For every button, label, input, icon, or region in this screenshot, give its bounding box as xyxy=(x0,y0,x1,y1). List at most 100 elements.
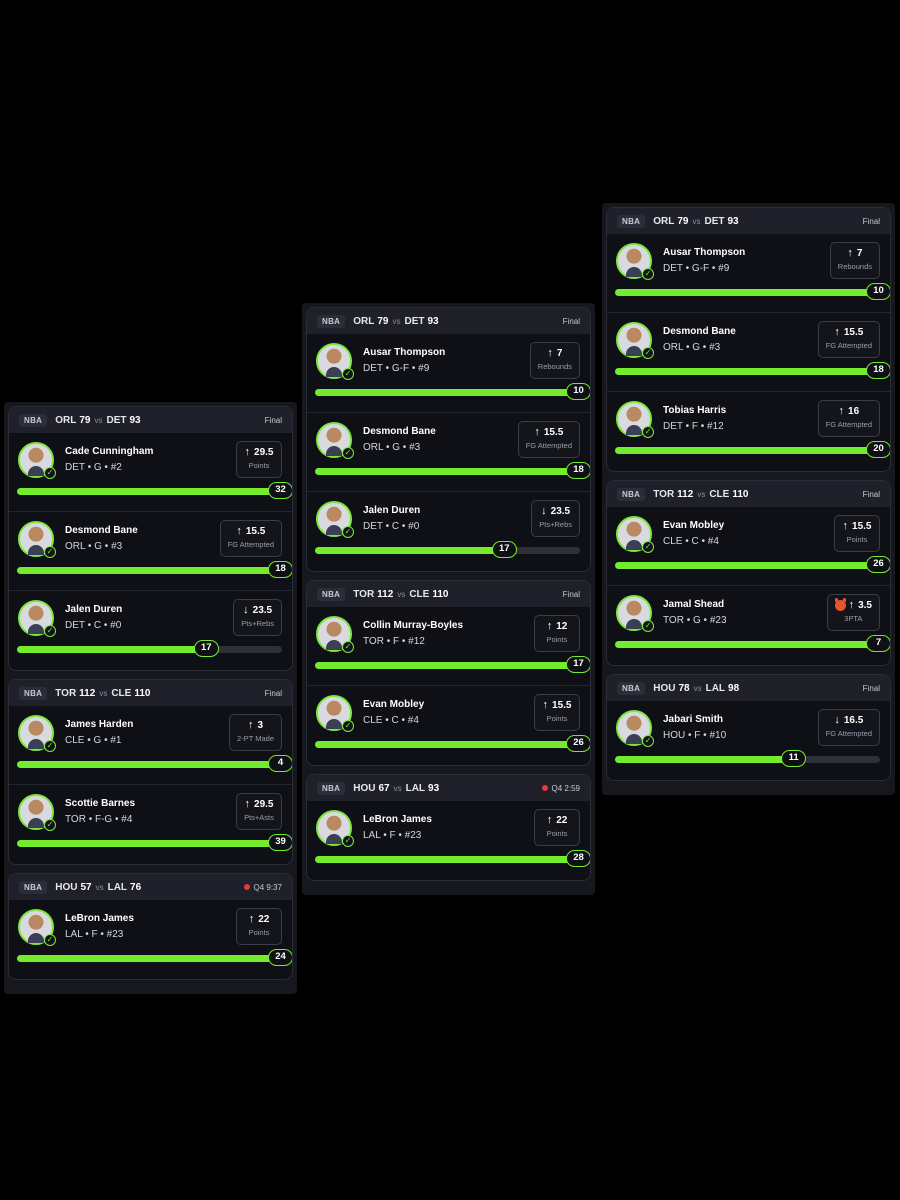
pick-row[interactable]: ✓ Desmond Bane ORL • G • #3 ↑ 15.5 FG Attempt… xyxy=(607,313,890,392)
pick-row[interactable]: ✓ Collin Murray-Boyles TOR • F • #12 ↑ 12 Poi… xyxy=(307,607,590,686)
line-box[interactable]: ↑ 15.5 FG Attempted xyxy=(817,321,880,358)
up-arrow-icon: ↑ xyxy=(546,620,553,632)
player-name: LeBron James xyxy=(363,814,432,825)
line-box[interactable]: ↑ 3.5 3PTA xyxy=(826,594,880,631)
game-card[interactable]: NBA TOR 112 vs CLE 110 Final ✓ Collin Murray-Boy… xyxy=(306,580,591,766)
pick-row[interactable]: ✓ Ausar Thompson DET • G-F • #9 ↑ 7 Rebounds 1… xyxy=(307,334,590,413)
line-box[interactable]: ↑ 22 Points xyxy=(236,908,282,945)
player-info: DET • G-F • #9 xyxy=(663,263,730,274)
game-card[interactable]: NBA HOU 78 vs LAL 98 Final ✓ Jabari Smith HOU • F… xyxy=(606,674,891,781)
game-header: NBA ORL 79 vs DET 93 Final xyxy=(607,208,890,234)
line-box[interactable]: ↑ 3 2-PT Made xyxy=(229,714,282,751)
game-card[interactable]: NBA HOU 67 vs LAL 93 Q4 2:59 ✓ LeBron James LAL •… xyxy=(306,774,591,881)
game-card[interactable]: NBA ORL 79 vs DET 93 Final ✓ Ausar Thompson DET •… xyxy=(606,207,891,472)
game-card[interactable]: NBA HOU 57 vs LAL 76 Q4 9:37 ✓ LeBron James LAL •… xyxy=(8,873,293,980)
line-box[interactable]: ↑ 7 Rebounds xyxy=(529,342,580,379)
game-card[interactable]: NBA ORL 79 vs DET 93 Final ✓ Ausar Thompson DET •… xyxy=(306,307,591,572)
away-score: 79 xyxy=(79,414,91,426)
progress-fill xyxy=(17,955,282,962)
home-score: 93 xyxy=(727,215,739,227)
away-team: ORL xyxy=(653,215,675,227)
game-header: NBA TOR 112 vs CLE 110 Final xyxy=(607,481,890,507)
pick-row[interactable]: ✓ Jalen Duren DET • C • #0 ↓ 23.5 Pts+Rebs 17 xyxy=(9,591,292,670)
pick-row[interactable]: ✓ Jabari Smith HOU • F • #10 ↓ 16.5 FG Attemp… xyxy=(607,701,890,780)
game-card[interactable]: NBA TOR 112 vs CLE 110 Final ✓ James Harden CLE •… xyxy=(8,679,293,865)
progress-fill xyxy=(615,562,880,569)
player-silhouette xyxy=(326,367,342,377)
line-box[interactable]: ↑ 7 Rebounds xyxy=(829,242,880,279)
line-box[interactable]: ↓ 16.5 FG Attempted xyxy=(817,709,880,746)
line-box[interactable]: ↓ 23.5 Pts+Rebs xyxy=(531,500,580,537)
vs-label: vs xyxy=(392,316,401,326)
pick-row[interactable]: ✓ Evan Mobley CLE • C • #4 ↑ 15.5 Points 26 xyxy=(307,686,590,765)
line-box[interactable]: ↑ 29.5 Points xyxy=(236,441,282,478)
player-name: Desmond Bane xyxy=(363,426,436,437)
vs-label: vs xyxy=(697,489,706,499)
away-score: 79 xyxy=(677,215,689,227)
line-value-row: ↑ 15.5 xyxy=(542,699,572,711)
away-score: 112 xyxy=(377,588,394,600)
up-arrow-icon: ↑ xyxy=(834,326,840,338)
player-avatar: ✓ xyxy=(616,401,654,438)
player-avatar: ✓ xyxy=(18,600,56,637)
line-box[interactable]: ↓ 23.5 Pts+Rebs xyxy=(233,599,282,636)
pick-row[interactable]: ✓ James Harden CLE • G • #1 ↑ 3 2-PT Made 4 xyxy=(9,706,292,785)
home-team: CLE xyxy=(409,588,430,600)
pick-row[interactable]: ✓ Scottie Barnes TOR • F-G • #4 ↑ 29.5 Pts+As… xyxy=(9,785,292,864)
home-team: CLE xyxy=(709,488,730,500)
pick-row[interactable]: ✓ LeBron James LAL • F • #23 ↑ 22 Points 28 xyxy=(307,801,590,880)
game-card[interactable]: NBA TOR 112 vs CLE 110 Final ✓ Evan Mobley CLE • … xyxy=(606,480,891,666)
pick-row[interactable]: ✓ Jamal Shead TOR • G • #23 ↑ 3.5 3PTA 7 xyxy=(607,586,890,665)
pick-row[interactable]: ✓ Desmond Bane ORL • G • #3 ↑ 15.5 FG Attempt… xyxy=(307,413,590,492)
pick-row[interactable]: ✓ Tobias Harris DET • F • #12 ↑ 16 FG Attempt… xyxy=(607,392,890,471)
check-icon: ✓ xyxy=(44,546,56,558)
pick-row[interactable]: ✓ LeBron James LAL • F • #23 ↑ 22 Points 24 xyxy=(9,900,292,979)
vs-label: vs xyxy=(94,415,103,425)
vs-label: vs xyxy=(95,882,104,892)
league-badge: NBA xyxy=(617,214,646,228)
player-name: LeBron James xyxy=(65,913,134,924)
check-icon: ✓ xyxy=(342,641,354,653)
home-score: 93 xyxy=(427,315,439,327)
result-badge: 24 xyxy=(268,949,292,966)
result-badge: 20 xyxy=(866,441,890,458)
home-team: DET xyxy=(106,414,127,426)
line-box[interactable]: ↑ 16 FG Attempted xyxy=(817,400,880,437)
line-box[interactable]: ↑ 15.5 FG Attempted xyxy=(219,520,282,557)
pick-row[interactable]: ✓ Ausar Thompson DET • G-F • #9 ↑ 7 Rebounds 1… xyxy=(607,234,890,313)
game-card[interactable]: NBA ORL 79 vs DET 93 Final ✓ Cade Cunningham DET … xyxy=(8,406,293,671)
line-box[interactable]: ↑ 15.5 FG Attempted xyxy=(517,421,580,458)
line-value-row: ↑ 15.5 xyxy=(842,520,872,532)
progress-track: 11 xyxy=(615,750,880,767)
home-score: 110 xyxy=(732,488,749,500)
home-team: LAL xyxy=(405,782,426,794)
check-icon: ✓ xyxy=(44,934,56,946)
down-arrow-icon: ↓ xyxy=(243,604,249,616)
player-avatar: ✓ xyxy=(18,794,56,831)
status-text: Final xyxy=(862,489,880,499)
progress-track: 7 xyxy=(615,635,890,652)
stat-type: Pts+Asts xyxy=(244,813,274,822)
player-silhouette xyxy=(28,933,44,943)
line-box[interactable]: ↑ 12 Points xyxy=(534,615,580,652)
line-value-row: ↑ 29.5 xyxy=(244,446,274,458)
player-info: DET • G • #2 xyxy=(65,462,122,473)
game-status: Final xyxy=(563,317,580,326)
pick-row[interactable]: ✓ Cade Cunningham DET • G • #2 ↑ 29.5 Points 3… xyxy=(9,433,292,512)
progress-fill xyxy=(315,856,580,863)
result-badge: 17 xyxy=(193,640,219,657)
player-info: CLE • G • #1 xyxy=(65,735,122,746)
pick-row[interactable]: ✓ Jalen Duren DET • C • #0 ↓ 23.5 Pts+Rebs 17 xyxy=(307,492,590,571)
player-info: DET • F • #12 xyxy=(663,421,724,432)
progress-fill xyxy=(17,646,208,653)
line-box[interactable]: ↑ 22 Points xyxy=(534,809,580,846)
line-box[interactable]: ↑ 15.5 Points xyxy=(834,515,880,552)
line-value-row: ↑ 7 xyxy=(838,247,872,259)
line-box[interactable]: ↑ 15.5 Points xyxy=(534,694,580,731)
line-box[interactable]: ↑ 29.5 Pts+Asts xyxy=(236,793,282,830)
vs-label: vs xyxy=(397,589,406,599)
game-status: Q4 2:59 xyxy=(541,784,580,793)
pick-row[interactable]: ✓ Evan Mobley CLE • C • #4 ↑ 15.5 Points 26 xyxy=(607,507,890,586)
pick-row[interactable]: ✓ Desmond Bane ORL • G • #3 ↑ 15.5 FG Attempt… xyxy=(9,512,292,591)
player-silhouette xyxy=(626,540,642,550)
